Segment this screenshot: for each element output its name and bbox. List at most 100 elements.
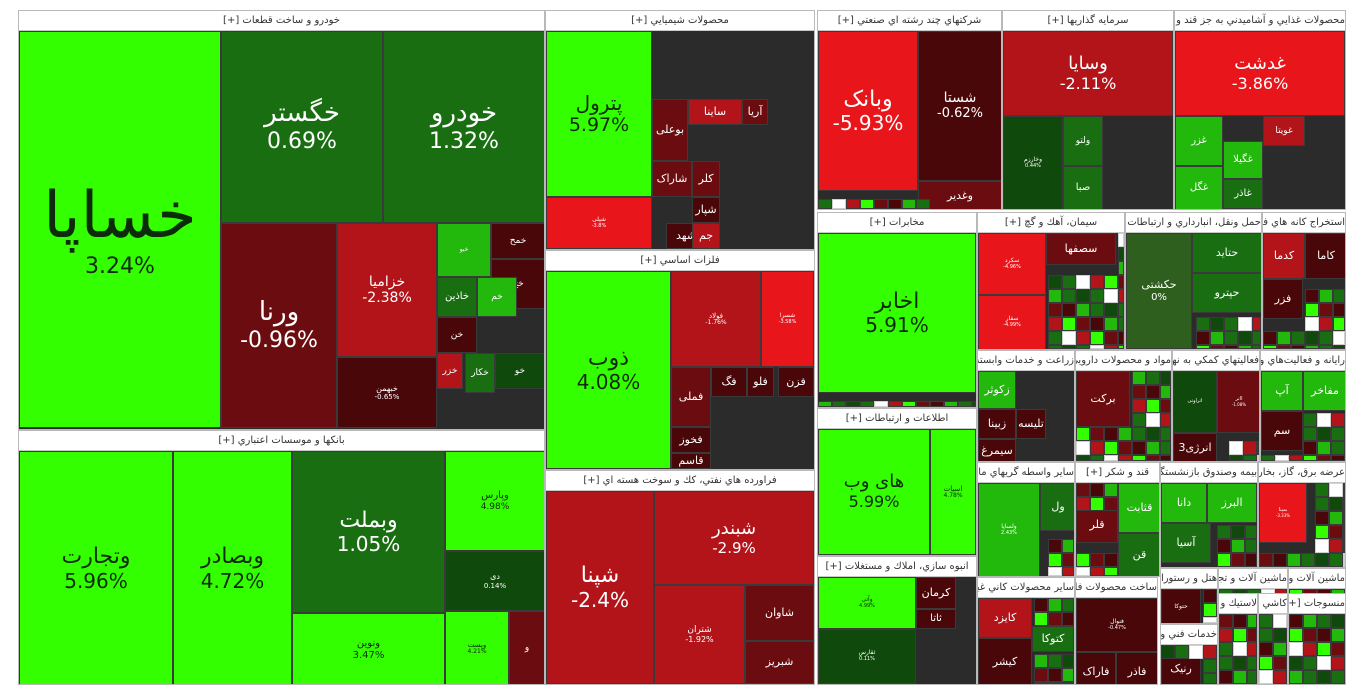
filler-tile[interactable] — [1062, 289, 1076, 303]
tile-کیشر[interactable]: کیشر — [978, 638, 1032, 684]
filler-tile[interactable] — [1090, 567, 1104, 576]
tile-ذوب[interactable]: ذوب 4.08% — [546, 271, 671, 469]
filler-tile[interactable] — [1329, 539, 1343, 553]
filler-tile[interactable] — [1247, 628, 1257, 642]
filler-tile[interactable] — [1273, 628, 1287, 642]
filler-tile[interactable] — [1303, 614, 1317, 628]
filler-tile[interactable] — [1289, 455, 1303, 461]
tile-فولاد[interactable]: فولاد -1.76% — [671, 271, 761, 367]
filler-tile[interactable] — [1104, 441, 1118, 455]
filler-tile[interactable] — [1090, 331, 1104, 345]
tile-اسیات[interactable]: اسیات 4.78% — [930, 429, 976, 555]
filler-tile[interactable] — [1104, 567, 1118, 576]
filler-tile[interactable] — [1243, 455, 1257, 461]
tile-سکرد[interactable]: سکرد -4.96% — [978, 233, 1046, 295]
filler-tile[interactable] — [1233, 670, 1247, 684]
filler-tile[interactable] — [1146, 413, 1160, 427]
filler-tile[interactable] — [1160, 427, 1171, 441]
filler-tile[interactable] — [1245, 539, 1257, 553]
filler-tile[interactable] — [1048, 331, 1062, 345]
filler-tile[interactable] — [1238, 317, 1252, 331]
filler-tile[interactable] — [1034, 612, 1048, 626]
filler-tile[interactable] — [1303, 642, 1317, 656]
tile-ورنا[interactable]: ورنا -0.96% — [221, 223, 337, 428]
sector-header[interactable]: ساخت محصولات فلزي [+] — [1076, 578, 1157, 598]
filler-tile[interactable] — [1245, 525, 1257, 539]
tile-وسایا[interactable]: وسایا -2.11% — [1003, 31, 1173, 116]
filler-tile[interactable] — [1303, 441, 1317, 455]
filler-tile[interactable] — [1062, 668, 1074, 682]
filler-tile[interactable] — [1048, 553, 1062, 567]
filler-tile[interactable] — [1333, 345, 1345, 349]
filler-tile[interactable] — [1343, 553, 1345, 567]
tile-انرژی3[interactable]: انرژی3 — [1173, 433, 1217, 461]
filler-tile[interactable] — [1196, 331, 1210, 345]
filler-tile[interactable] — [1104, 455, 1118, 461]
tile-سصفها[interactable]: سصفها — [1046, 233, 1116, 265]
filler-tile[interactable] — [1257, 441, 1259, 455]
filler-tile[interactable] — [1315, 511, 1329, 525]
filler-tile[interactable] — [1315, 525, 1329, 539]
tile-مفاخر[interactable]: مفاخر — [1303, 371, 1345, 411]
filler-tile[interactable] — [1233, 642, 1247, 656]
sector-header[interactable]: فراورده هاي نفتي، كك و سوخت هسته اي [+] — [546, 471, 814, 491]
filler-tile[interactable] — [916, 401, 930, 407]
filler-tile[interactable] — [1104, 317, 1118, 331]
tile-شتران[interactable]: شتران -1.92% — [654, 585, 745, 684]
filler-tile[interactable] — [1090, 497, 1104, 511]
tile-آپ[interactable]: آپ — [1261, 371, 1303, 411]
filler-tile[interactable] — [1233, 628, 1247, 642]
tile-وبملت[interactable]: وبملت 1.05% — [292, 451, 445, 613]
tile-فگ[interactable]: فگ — [711, 367, 747, 397]
tile-خبهمن[interactable]: خبهمن -0.65% — [337, 357, 437, 428]
tile-شستا[interactable]: شستا -0.62% — [918, 31, 1001, 181]
filler-tile[interactable] — [1132, 371, 1146, 385]
tile-غزر[interactable]: غزر — [1175, 116, 1223, 166]
tile-غگیلا[interactable]: غگیلا — [1223, 141, 1263, 179]
filler-tile[interactable] — [1273, 614, 1287, 628]
tile-حتوکا[interactable]: حتوکا — [1161, 589, 1201, 623]
tile-ااتر[interactable]: ااتر -1.08% — [1217, 371, 1259, 433]
filler-tile[interactable] — [1252, 317, 1261, 331]
filler-tile[interactable] — [1317, 656, 1331, 670]
tile-غدشت[interactable]: غدشت -3.86% — [1175, 31, 1345, 116]
filler-tile[interactable] — [1203, 645, 1217, 659]
tile-جم[interactable]: جم — [692, 223, 720, 249]
tile-فزر[interactable]: فزر — [1263, 279, 1303, 319]
filler-tile[interactable] — [1062, 539, 1074, 553]
tile-وتجارت[interactable]: وتجارت 5.96% — [19, 451, 173, 684]
filler-tile[interactable] — [846, 401, 860, 407]
sector-header[interactable]: قند و شكر [+] — [1076, 463, 1159, 483]
filler-tile[interactable] — [1305, 345, 1319, 349]
filler-tile[interactable] — [1224, 317, 1238, 331]
tile-خاذین[interactable]: خاذین — [437, 277, 477, 317]
filler-tile[interactable] — [832, 401, 846, 407]
filler-tile[interactable] — [874, 401, 888, 407]
tile-زبینا[interactable]: زبینا — [978, 409, 1016, 439]
sector-header[interactable]: ماشين آلات و تجهيزات [+] — [1219, 569, 1287, 589]
filler-tile[interactable] — [1263, 331, 1277, 345]
filler-tile[interactable] — [1331, 441, 1345, 455]
filler-tile[interactable] — [1217, 539, 1231, 553]
filler-tile[interactable] — [1210, 317, 1224, 331]
sector-header[interactable]: سرمايه گذاريها [+] — [1003, 11, 1173, 31]
filler-tile[interactable] — [1245, 553, 1257, 567]
filler-tile[interactable] — [1118, 233, 1124, 247]
filler-tile[interactable] — [1048, 345, 1062, 349]
tile-شاراک[interactable]: شاراک — [652, 161, 692, 197]
filler-tile[interactable] — [1319, 345, 1333, 349]
filler-tile[interactable] — [1076, 345, 1090, 349]
tile-فاذر[interactable]: فاذر — [1116, 652, 1157, 684]
sector-header[interactable]: كاشي و سراميك [+] — [1259, 594, 1287, 614]
filler-tile[interactable] — [1048, 275, 1062, 289]
tile-خیو[interactable]: خیو — [437, 223, 491, 277]
filler-tile[interactable] — [1132, 427, 1146, 441]
sector-header[interactable]: محصولات شيميايي [+] — [546, 11, 814, 31]
filler-tile[interactable] — [1333, 289, 1345, 303]
filler-tile[interactable] — [1259, 628, 1273, 642]
tile-وخارزم[interactable]: وخارزم 0.44% — [1003, 116, 1063, 209]
filler-tile[interactable] — [1217, 553, 1231, 567]
tile-کتوکا[interactable]: کتوکا — [1032, 626, 1074, 652]
filler-tile[interactable] — [1329, 497, 1343, 511]
filler-tile[interactable] — [1289, 656, 1303, 670]
